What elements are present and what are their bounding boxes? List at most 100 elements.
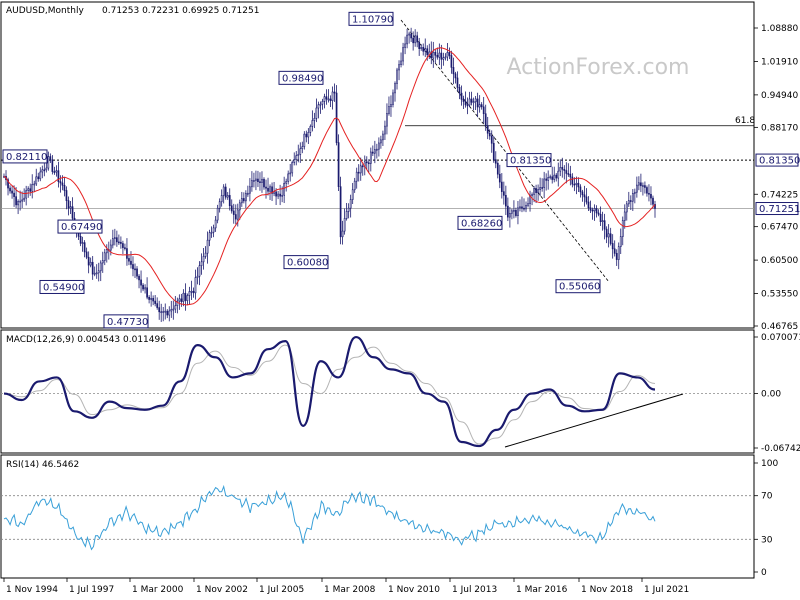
candle: [638, 176, 640, 191]
candle: [456, 71, 459, 92]
candle: [242, 192, 245, 204]
price-annotation-label: 0.55060: [555, 279, 601, 294]
candle: [63, 176, 66, 197]
candle: [325, 89, 328, 105]
candle: [11, 186, 13, 199]
candle: [196, 267, 199, 285]
price-annotation-label: 0.68260: [457, 215, 503, 230]
candle: [85, 247, 88, 260]
candle: [513, 200, 515, 219]
time-axis-label: 1 Nov 2018: [581, 585, 633, 595]
candle: [418, 37, 421, 56]
price-annotation-label: 0.98490: [278, 70, 324, 85]
candle: [230, 199, 233, 214]
candle: [434, 49, 437, 64]
candle: [553, 166, 556, 183]
candle: [390, 95, 392, 117]
down-trendline: [400, 19, 610, 283]
candle: [549, 174, 552, 180]
candle: [152, 295, 154, 306]
candle: [327, 89, 330, 103]
candle: [416, 31, 419, 48]
candle: [109, 239, 112, 256]
macd-axis: 0.070071 0.00 -0.067423: [754, 333, 800, 454]
candle: [384, 120, 386, 141]
time-axis-label: 1 Jul 1997: [69, 585, 114, 595]
candle: [555, 173, 558, 182]
candle: [285, 178, 288, 192]
candle: [295, 151, 298, 166]
price-annotations: 0.82110 0.67490 0.54900 0.47730 0.98490 0.600…: [2, 11, 601, 329]
candle: [101, 251, 104, 273]
candle: [180, 293, 183, 307]
candle: [448, 47, 451, 60]
candle: [347, 203, 350, 219]
candle: [91, 256, 94, 280]
candle: [132, 256, 134, 277]
candle: [178, 294, 181, 310]
candle: [33, 180, 36, 193]
candle: [220, 189, 223, 207]
candle: [607, 224, 610, 248]
rsi-panel-frame: [0, 454, 755, 579]
candle: [472, 97, 475, 111]
candle: [184, 283, 187, 311]
candle: [567, 163, 570, 177]
candle: [309, 124, 312, 137]
candle: [158, 300, 161, 320]
candle: [337, 134, 340, 191]
candle: [412, 31, 414, 51]
candle: [172, 300, 175, 320]
candle: [559, 159, 562, 177]
macd-trendline: [504, 393, 684, 448]
candle: [498, 164, 501, 189]
candle: [154, 295, 157, 307]
candle: [621, 216, 624, 246]
candle: [349, 194, 352, 218]
candle: [474, 95, 477, 111]
candle: [537, 184, 539, 201]
candle: [333, 83, 336, 102]
candle: [650, 186, 652, 206]
candle: [307, 128, 310, 144]
candle: [646, 185, 648, 197]
candle: [49, 153, 52, 164]
candle: [194, 269, 197, 300]
candle: [615, 249, 618, 266]
price-annotation-text: 0.55060: [559, 282, 600, 293]
candle: [174, 295, 177, 313]
candle: [355, 167, 358, 189]
candle: [373, 140, 376, 164]
moving-average-line: [3, 47, 656, 306]
candle: [478, 95, 481, 113]
candle: [148, 295, 150, 304]
candle: [126, 238, 128, 266]
candle: [611, 234, 614, 259]
candle: [265, 179, 267, 199]
candle: [271, 182, 273, 202]
candle: [452, 57, 455, 85]
candle: [71, 197, 74, 222]
candle: [625, 200, 628, 221]
candle: [420, 44, 423, 51]
candle: [168, 306, 171, 322]
candle: [446, 42, 449, 61]
candle: [605, 226, 608, 244]
candle: [523, 198, 525, 212]
candle: [603, 213, 606, 240]
time-axis-label: 1 Jul 2013: [452, 585, 497, 595]
candle: [378, 137, 380, 157]
rsi-tick-label: 100: [761, 459, 778, 469]
candle: [113, 228, 116, 246]
candle: [228, 188, 231, 211]
rsi-title: RSI(14) 46.5462: [6, 460, 79, 470]
price-annotation-label: 0.67490: [57, 219, 103, 234]
candle: [222, 184, 225, 204]
candle: [249, 178, 251, 202]
candle: [629, 195, 632, 211]
candle: [136, 266, 138, 280]
candle: [55, 165, 58, 177]
candle: [345, 202, 348, 221]
price-panel-frame: [0, 1, 755, 329]
